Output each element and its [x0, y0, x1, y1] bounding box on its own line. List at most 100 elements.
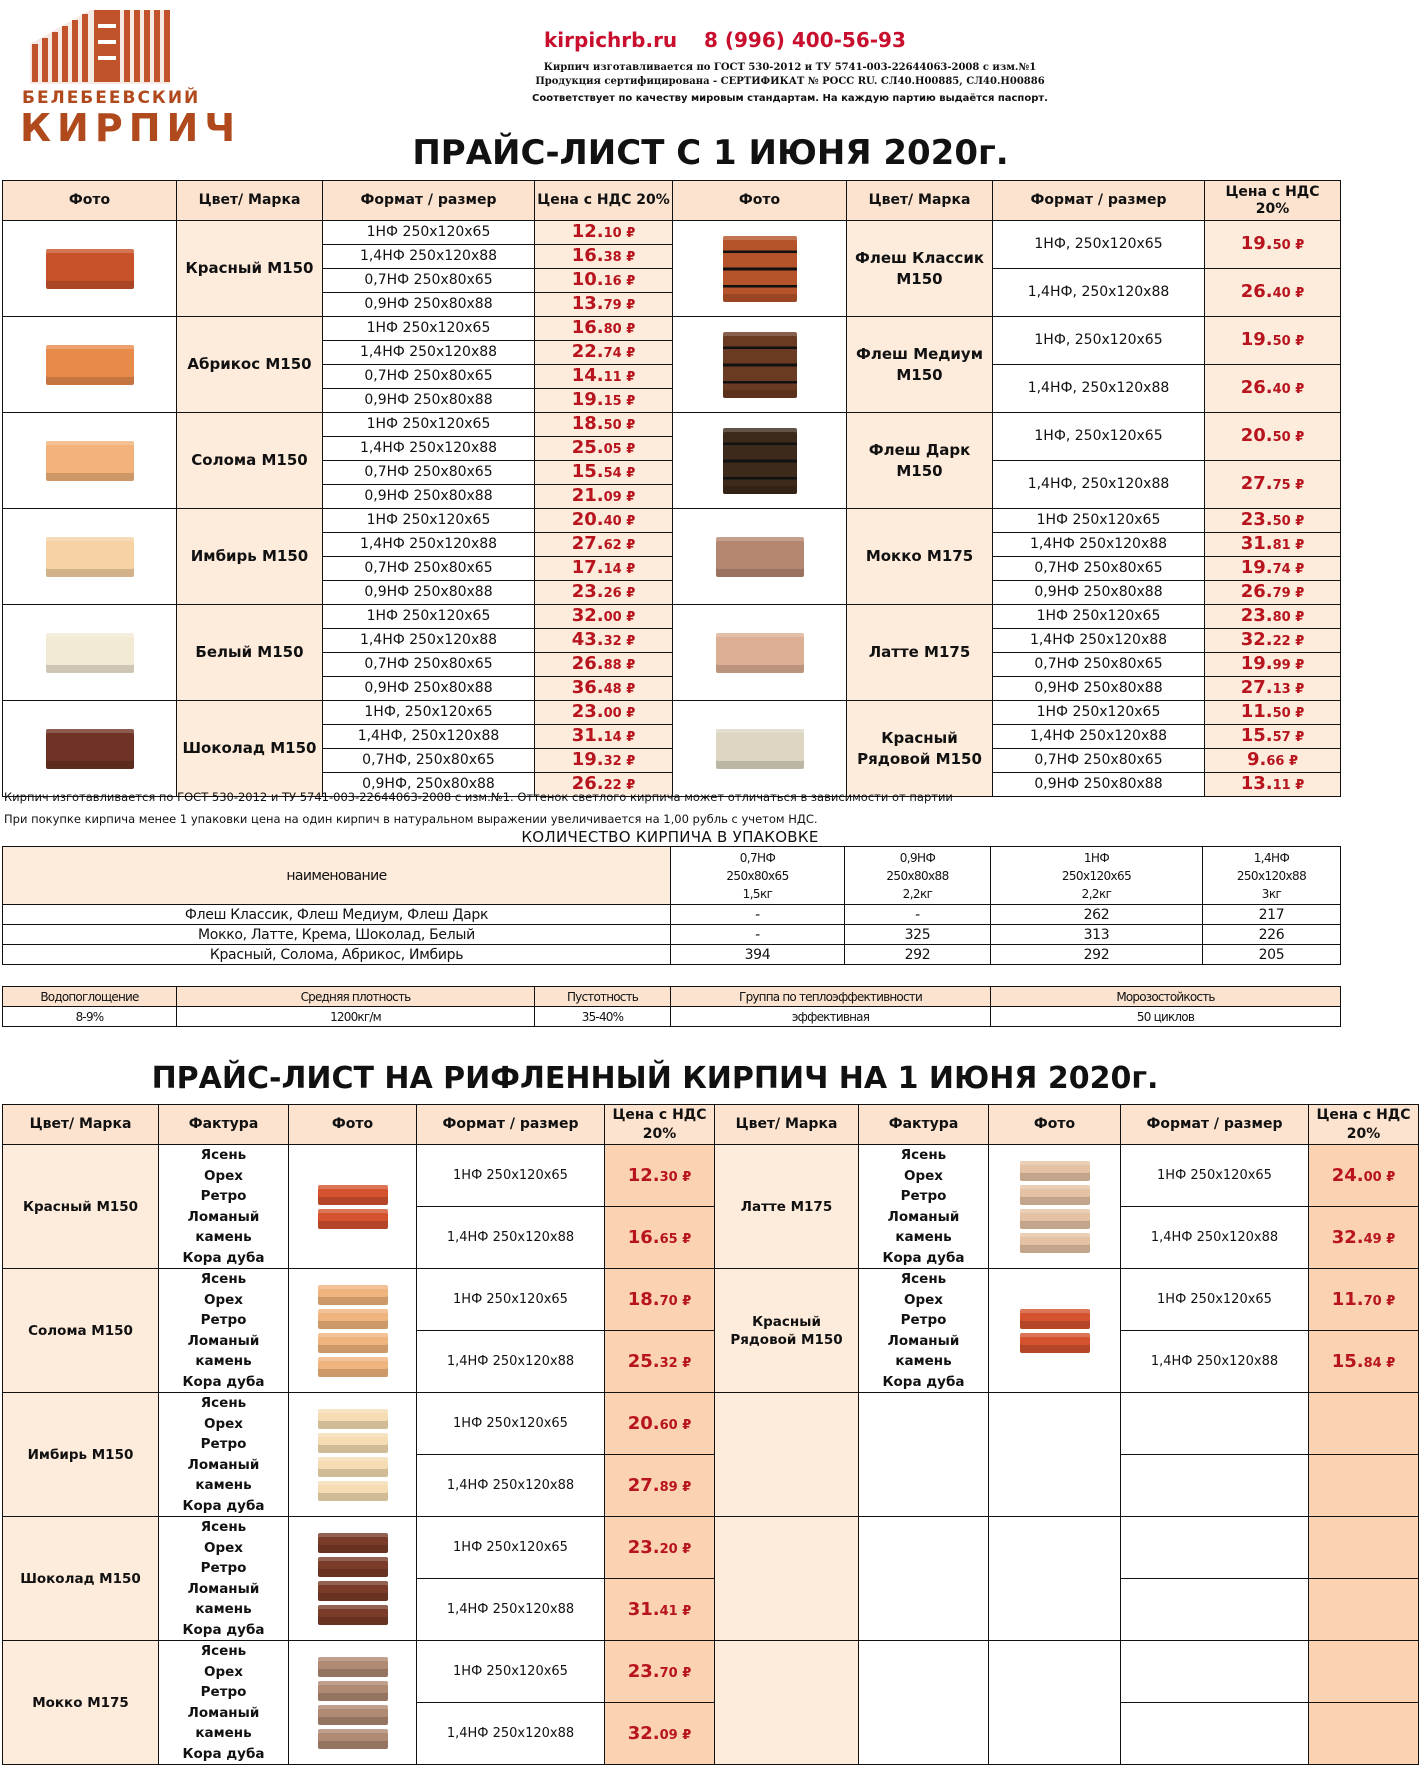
- format-cell: 0,9НФ 250х80х88: [992, 580, 1205, 605]
- price-whole: 23.: [627, 1537, 660, 1558]
- price-cell: 31.14 ₽: [534, 724, 673, 749]
- props-value-row: 8-9% 1200кг/м 35-40% эффективная 50 циклов: [2, 1006, 1341, 1027]
- texture-item: Орех: [203, 1539, 243, 1556]
- currency-sign: ₽: [677, 1418, 692, 1433]
- price-fraction: 70: [1363, 1294, 1382, 1309]
- brick-photo: [317, 1432, 388, 1453]
- price-whole: 25.: [571, 437, 604, 459]
- company-logo: БЕЛЕБЕЕВСКИЙ КИРПИЧ: [20, 4, 235, 148]
- brick-stack-photo: [291, 1656, 414, 1749]
- currency-sign: ₽: [1290, 658, 1305, 673]
- product-photo-cell: [672, 412, 847, 509]
- empty-cell: [1308, 1702, 1419, 1765]
- table-row: 1,4НФ 250х120х88 32.09 ₽: [3, 1702, 1419, 1765]
- price-whole: 32.: [627, 1723, 660, 1744]
- currency-sign: ₽: [677, 1666, 692, 1681]
- price-whole: 36.: [571, 677, 604, 699]
- col-format: Формат / размер: [1120, 1104, 1309, 1145]
- price-fraction: 79: [1272, 586, 1291, 601]
- format-cell: 1,4НФ 250х120х88: [992, 628, 1205, 653]
- price-cell: 18.50 ₽: [534, 412, 673, 437]
- texture-item: Ретро: [900, 1188, 947, 1204]
- table-row: Абрикос М150 1НФ 250х120х65 16.80 ₽ Флеш Ме…: [2, 316, 1341, 413]
- empty-cell: [858, 1640, 989, 1765]
- format-cell: 1НФ 250х120х65: [1120, 1144, 1309, 1207]
- table-row: 1,4НФ 250х120х88 31.41 ₽: [3, 1578, 1419, 1641]
- currency-sign: ₽: [677, 1232, 692, 1247]
- currency-sign: ₽: [677, 1604, 692, 1619]
- price-whole: 26.: [571, 653, 604, 675]
- brick-stack-photo: [291, 1184, 414, 1229]
- pack-format-line: 250х120х88: [1236, 868, 1307, 883]
- pack-row: Красный, Солома, Абрикос, Имбирь 394 292 29…: [2, 944, 1341, 965]
- price-whole: 23.: [1240, 509, 1273, 531]
- product-name: Флеш Медиум М150: [846, 316, 993, 413]
- brick-photo: [317, 1356, 388, 1377]
- col-color: Цвет/ Марка: [176, 180, 323, 221]
- price-whole: 21.: [571, 485, 604, 507]
- product-photo-cell: [672, 700, 847, 797]
- product-name: Солома М150: [2, 1268, 159, 1393]
- pack-quantity-table: наименование 0,7НФ 250х80х65 1,5кг 0,9НФ 250х…: [2, 846, 1341, 965]
- price-cell: 16.65 ₽: [604, 1206, 715, 1269]
- table-row: 0,7НФ, 250х80х65 19.32 ₽0,7НФ 250х80х65 9.…: [3, 748, 1341, 773]
- product-name: Латте М175: [714, 1144, 859, 1269]
- price-cell: 27.89 ₽: [604, 1454, 715, 1517]
- col-photo: Фото: [672, 180, 847, 221]
- table-row: 1,4НФ 250х120х88 25.32 ₽1,4НФ 250х120х88 1…: [3, 1330, 1419, 1393]
- price-whole: 20.: [571, 509, 604, 531]
- pack-product-names: Мокко, Латте, Крема, Шоколад, Белый: [2, 924, 671, 945]
- brick-photo: [317, 1332, 388, 1353]
- currency-sign: ₽: [677, 1294, 692, 1309]
- col-color: Цвет/ Марка: [846, 180, 993, 221]
- pack-format-line: 3кг: [1261, 886, 1282, 901]
- product-photo-cell: [672, 604, 847, 701]
- table-row: 0,9НФ, 250х80х88 26.22 ₽0,9НФ 250х80х88 13…: [3, 772, 1341, 797]
- price-fraction: 09: [603, 490, 622, 505]
- price-fraction: 00: [1363, 1170, 1382, 1185]
- currency-sign: ₽: [1381, 1294, 1396, 1309]
- format-cell: 1,4НФ 250х120х88: [416, 1454, 605, 1517]
- currency-sign: ₽: [677, 1356, 692, 1371]
- texture-item: Ломаный камень: [887, 1332, 960, 1370]
- currency-sign: ₽: [677, 1170, 692, 1185]
- currency-sign: ₽: [621, 706, 636, 721]
- currency-sign: ₽: [621, 514, 636, 529]
- texture-item: Орех: [203, 1291, 243, 1308]
- price-cell: 14.11 ₽: [534, 364, 673, 389]
- brick-stack-photo: [291, 1408, 414, 1501]
- price-whole: 16.: [571, 317, 604, 339]
- price-fraction: 11: [603, 370, 622, 385]
- product-name: Красный М150: [2, 1144, 159, 1269]
- format-cell: 1НФ 250х120х65: [322, 220, 535, 245]
- currency-sign: ₽: [621, 682, 636, 697]
- brick-photo: [45, 632, 134, 673]
- texture-list: Ясень Орех Ретро Ломаный камень Кора дуба: [158, 1516, 289, 1641]
- price-whole: 12.: [627, 1165, 660, 1186]
- col-photo: Фото: [288, 1104, 417, 1145]
- price-cell: 19.50 ₽: [1204, 220, 1341, 269]
- price-fraction: 50: [1272, 430, 1291, 445]
- price-whole: 32.: [1331, 1227, 1364, 1248]
- pack-format-line: 0,7НФ: [739, 850, 776, 865]
- product-name: Латте М175: [846, 604, 993, 701]
- product-photo-cell: [672, 508, 847, 605]
- table-row: 0,9НФ 250х80х88 13.79 ₽: [3, 292, 1341, 317]
- site-link[interactable]: kirpichrb.ru: [544, 28, 678, 52]
- format-cell: 1НФ 250х120х65: [322, 604, 535, 629]
- pack-format-header: 0,7НФ 250х80х65 1,5кг: [670, 846, 845, 905]
- currency-sign: ₽: [621, 226, 636, 241]
- texture-item: Ломаный камень: [187, 1332, 260, 1370]
- format-cell: 1НФ 250х120х65: [416, 1516, 605, 1579]
- pack-row: Мокко, Латте, Крема, Шоколад, Белый -325 3…: [2, 924, 1341, 945]
- currency-sign: ₽: [621, 754, 636, 769]
- phone-number[interactable]: 8 (996) 400-56-93: [704, 28, 906, 52]
- currency-sign: ₽: [1381, 1232, 1396, 1247]
- pack-quantity: 292: [844, 944, 991, 965]
- product-photo-cell: [2, 604, 177, 701]
- format-cell: 0,9НФ 250х80х88: [322, 388, 535, 413]
- col-format: Формат / размер: [992, 180, 1205, 221]
- empty-cell: [858, 1392, 989, 1517]
- texture-item: Кора дуба: [882, 1249, 965, 1266]
- note-standard: Кирпич изготавливается по ГОСТ 530-2012 …: [4, 790, 953, 804]
